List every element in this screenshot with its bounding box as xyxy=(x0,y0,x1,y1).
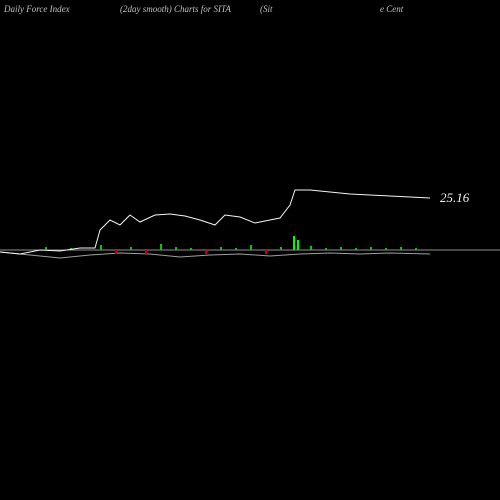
header-right: e Cent xyxy=(380,4,403,14)
chart-svg xyxy=(0,20,500,500)
price-label: 25.16 xyxy=(440,190,469,206)
header-left: Daily Force Index xyxy=(4,4,70,14)
header-mid1: (2day smooth) Charts for SITA xyxy=(120,4,231,14)
chart-area: 25.16 xyxy=(0,20,500,500)
header-mid2: (Sit xyxy=(260,4,273,14)
chart-header: Daily Force Index (2day smooth) Charts f… xyxy=(0,4,500,20)
